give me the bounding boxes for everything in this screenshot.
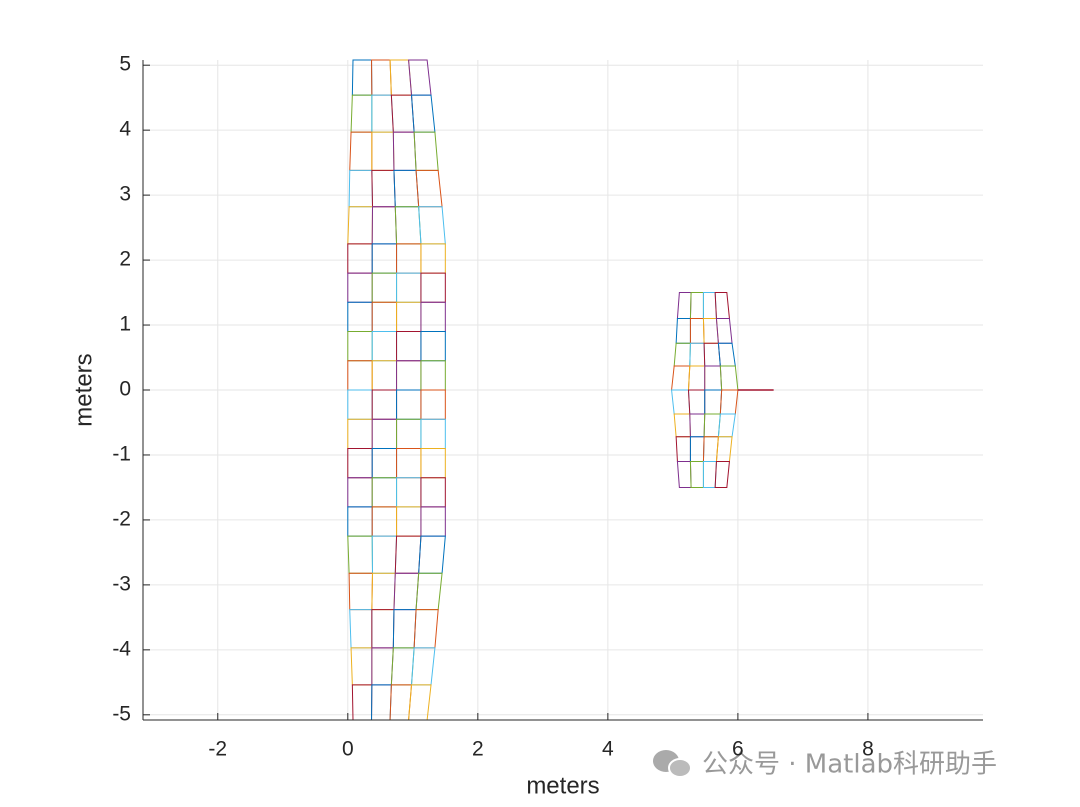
watermark: 公众号 · Matlab科研助手 [702,750,997,780]
y-tick-label: 2 [119,248,131,271]
x-tick-label: 0 [342,738,354,761]
y-tick-label: -2 [112,507,131,530]
y-tick-label: 1 [119,313,131,336]
x-tick-label: -2 [208,738,227,761]
panel [714,460,730,488]
y-tick-label: -3 [112,572,131,595]
y-axis-label: meters [70,353,97,426]
y-tick-label: -5 [112,702,131,725]
x-tick-label: 2 [472,738,484,761]
plot-area [347,59,774,721]
x-tick-label: 4 [602,738,614,761]
x-axis-label: meters [526,772,599,799]
x-tick-label: 6 [732,738,744,761]
y-tick-label: 0 [119,378,131,401]
grid [143,60,983,720]
watermark-icon [653,750,692,778]
y-tick-label: 3 [119,183,131,206]
y-tick-label: -1 [112,443,131,466]
x-tick-label: 8 [862,738,874,761]
y-tick-label: 5 [119,53,131,76]
y-tick-label: -4 [112,637,131,660]
y-tick-label: 4 [119,118,131,141]
